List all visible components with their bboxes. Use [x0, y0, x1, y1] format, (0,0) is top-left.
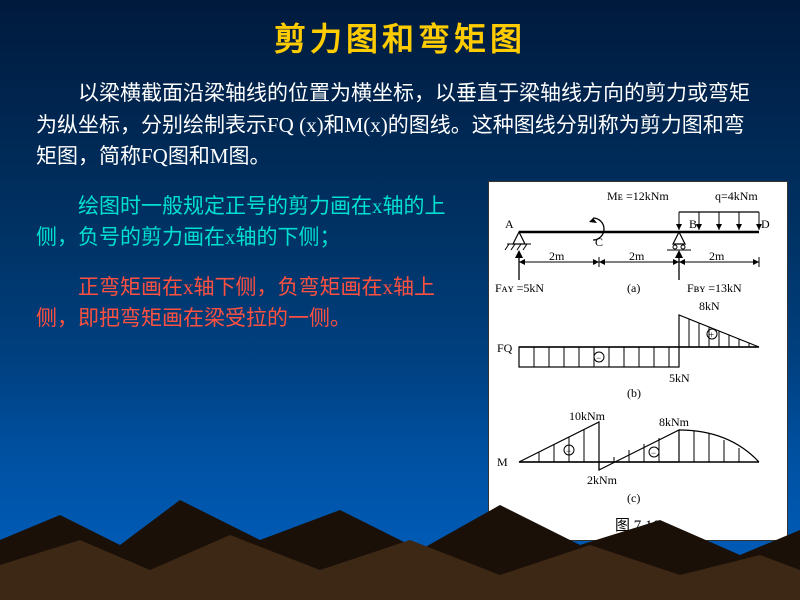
span-1: 2m	[549, 249, 565, 263]
span-3: 2m	[709, 249, 725, 263]
fq-pos-sign: +	[709, 330, 714, 340]
x-1: x	[372, 194, 383, 218]
fq-axis-label: FQ	[497, 341, 513, 355]
rule1-a: 绘图时一般规定正号的剪力画在	[78, 194, 372, 218]
m-val2: 8kNm	[659, 415, 690, 429]
fq-neg-sign: −	[596, 353, 601, 363]
mountains-decoration	[0, 470, 800, 600]
intro-paragraph: 以梁横截面沿梁轴线的位置为横坐标，以垂直于梁轴线方向的剪力或弯矩为纵坐标，分别绘…	[0, 60, 800, 181]
point-d: D	[761, 217, 770, 231]
beam-diagram: Mᴇ =12kNm q=4kNm A C B D 2	[495, 189, 770, 295]
me-label: Mᴇ =12kNm	[607, 189, 669, 203]
point-b: B	[689, 217, 697, 231]
fq-pos-val: 8kN	[699, 299, 720, 313]
rule-shear: 绘图时一般规定正号的剪力画在x轴的上侧，负号的剪力画在x轴的下侧；	[36, 191, 472, 254]
label-b: (b)	[627, 386, 641, 400]
fby-label: Fʙʏ =13kN	[687, 281, 742, 295]
point-c: C	[595, 235, 603, 249]
point-a: A	[505, 217, 514, 231]
q-label: q=4kNm	[715, 189, 758, 203]
m-neg-2: −	[651, 448, 656, 458]
span-2: 2m	[629, 249, 645, 263]
x-3: x	[183, 275, 194, 299]
fay-label: Fᴀʏ =5kN	[495, 281, 544, 295]
rule2-b: 轴下侧，负弯矩画在	[194, 275, 383, 299]
fq-diagram: FQ 8kN 5kN + − (b)	[497, 299, 759, 400]
rule2-a: 正弯矩画在	[78, 275, 183, 299]
m-neg-1: −	[566, 446, 571, 456]
fq-neg-val: 5kN	[669, 371, 690, 385]
page-title: 剪力图和弯矩图	[0, 0, 800, 60]
label-a: (a)	[627, 281, 640, 295]
x-4: x	[383, 275, 394, 299]
m-val1: 10kNm	[569, 409, 606, 423]
rule1-c: 轴的下侧；	[236, 225, 341, 249]
rule-moment: 正弯矩画在x轴下侧，负弯矩画在x轴上侧，即把弯矩画在梁受拉的一侧。	[36, 272, 472, 335]
x-2: x	[225, 225, 236, 249]
m-axis-label: M	[497, 455, 508, 469]
